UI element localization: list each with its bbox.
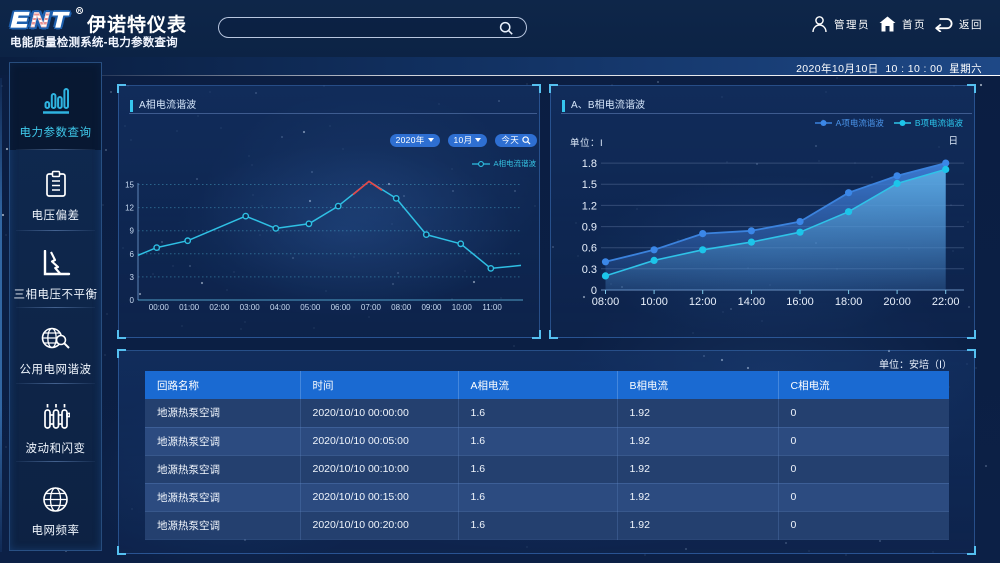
svg-text:12:00: 12:00	[689, 296, 717, 308]
svg-text:9: 9	[130, 227, 135, 236]
svg-text:03:00: 03:00	[240, 303, 261, 312]
svg-text:04:00: 04:00	[270, 303, 291, 312]
svg-text:10:00: 10:00	[452, 303, 473, 312]
svg-text:0.6: 0.6	[582, 243, 597, 255]
svg-text:07:00: 07:00	[361, 303, 382, 312]
svg-text:10:00: 10:00	[640, 296, 668, 308]
svg-text:20:00: 20:00	[883, 296, 911, 308]
svg-text:0: 0	[591, 285, 597, 297]
svg-text:12: 12	[125, 204, 134, 213]
svg-text:11:00: 11:00	[482, 303, 502, 312]
svg-text:05:00: 05:00	[300, 303, 321, 312]
svg-text:00:00: 00:00	[149, 303, 170, 312]
svg-text:02:00: 02:00	[209, 303, 230, 312]
svg-text:06:00: 06:00	[331, 303, 352, 312]
svg-text:15: 15	[125, 181, 134, 190]
svg-text:1.8: 1.8	[582, 158, 597, 170]
svg-text:0.3: 0.3	[582, 264, 597, 276]
svg-text:18:00: 18:00	[835, 296, 863, 308]
svg-text:1.5: 1.5	[582, 179, 597, 191]
svg-text:16:00: 16:00	[786, 296, 814, 308]
svg-text:1.2: 1.2	[582, 200, 597, 212]
svg-text:3: 3	[130, 273, 135, 282]
svg-text:22:00: 22:00	[932, 296, 960, 308]
svg-text:08:00: 08:00	[391, 303, 412, 312]
svg-text:0: 0	[130, 296, 135, 305]
svg-text:09:00: 09:00	[421, 303, 442, 312]
svg-text:14:00: 14:00	[738, 296, 766, 308]
svg-text:6: 6	[130, 250, 135, 259]
svg-text:08:00: 08:00	[592, 296, 620, 308]
svg-text:01:00: 01:00	[179, 303, 200, 312]
svg-text:0.9: 0.9	[582, 222, 597, 234]
